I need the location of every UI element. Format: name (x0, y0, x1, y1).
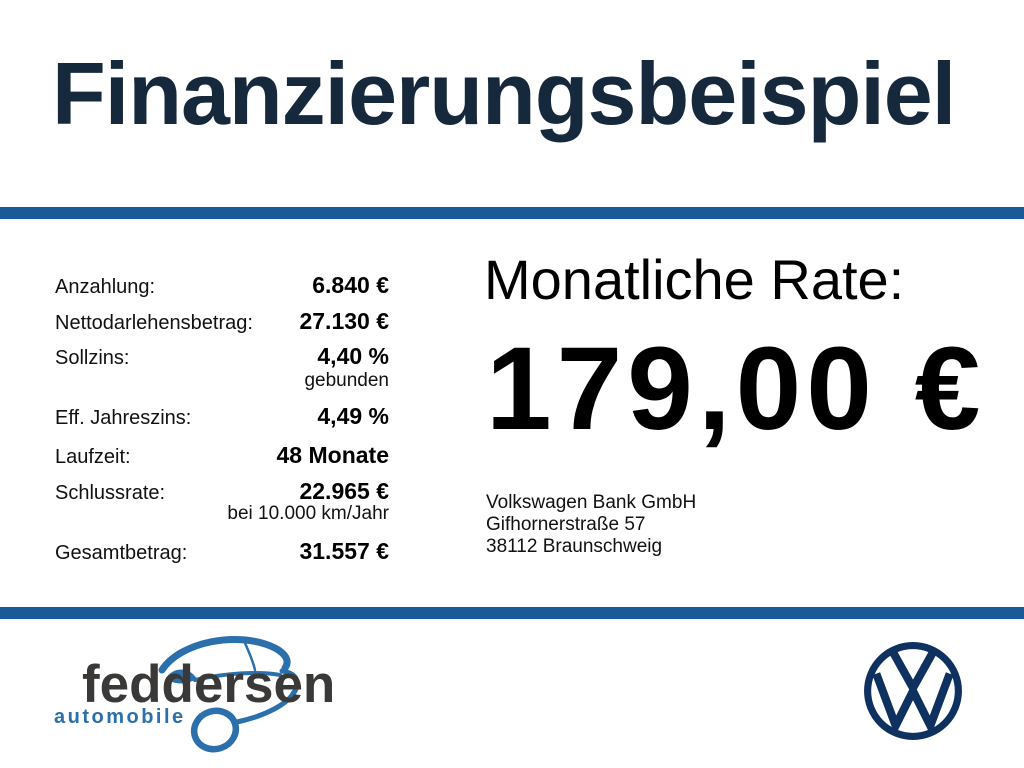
table-row: Laufzeit: 48 Monate (55, 442, 389, 468)
row-note: gebunden (304, 370, 389, 391)
row-label: Laufzeit: (55, 446, 131, 468)
table-row: Nettodarlehensbetrag: 27.130 € (55, 308, 389, 334)
table-row: Eff. Jahreszins: 4,49 % (55, 403, 389, 429)
dealer-logo: feddersen automobile (40, 628, 360, 766)
bank-name: Volkswagen Bank GmbH (486, 492, 697, 513)
row-value: 31.557 € (299, 538, 389, 564)
vw-logo-icon (864, 642, 962, 740)
bank-city: 38112 Braunschweig (486, 536, 663, 557)
row-label: Nettodarlehensbetrag: (55, 312, 253, 334)
bank-address: Volkswagen Bank GmbH Gifhornerstraße 57 … (486, 492, 696, 558)
table-row: Schlussrate: 22.965 € (55, 478, 389, 504)
row-value: 27.130 € (299, 308, 389, 334)
row-value: 4,49 % (317, 403, 389, 429)
table-row: Anzahlung: 6.840 € (55, 272, 389, 298)
car-outline-icon (158, 635, 300, 753)
top-divider (0, 207, 1024, 219)
bank-street: Gifhornerstraße 57 (486, 514, 646, 535)
row-value: 4,40 % (317, 343, 389, 369)
monthly-rate-heading: Monatliche Rate: (484, 248, 905, 311)
table-row: Sollzins: 4,40 % (55, 343, 389, 369)
monthly-rate-amount: 179,00 € (486, 323, 986, 455)
table-row: Gesamtbetrag: 31.557 € (55, 538, 389, 564)
bottom-divider (0, 607, 1024, 619)
row-label: Anzahlung: (55, 276, 156, 298)
row-value: 6.840 € (312, 272, 389, 298)
row-label: Sollzins: (55, 347, 130, 369)
row-label: Eff. Jahreszins: (55, 407, 192, 429)
row-value: 22.965 € (299, 478, 389, 504)
row-label: Gesamtbetrag: (55, 542, 188, 564)
dealer-name: feddersen (82, 655, 336, 714)
row-note: bei 10.000 km/Jahr (227, 503, 389, 524)
row-value: 48 Monate (276, 442, 389, 468)
dealer-subtitle: automobile (54, 706, 186, 728)
page-title: Finanzierungsbeispiel (52, 44, 956, 143)
row-label: Schlussrate: (55, 482, 166, 504)
